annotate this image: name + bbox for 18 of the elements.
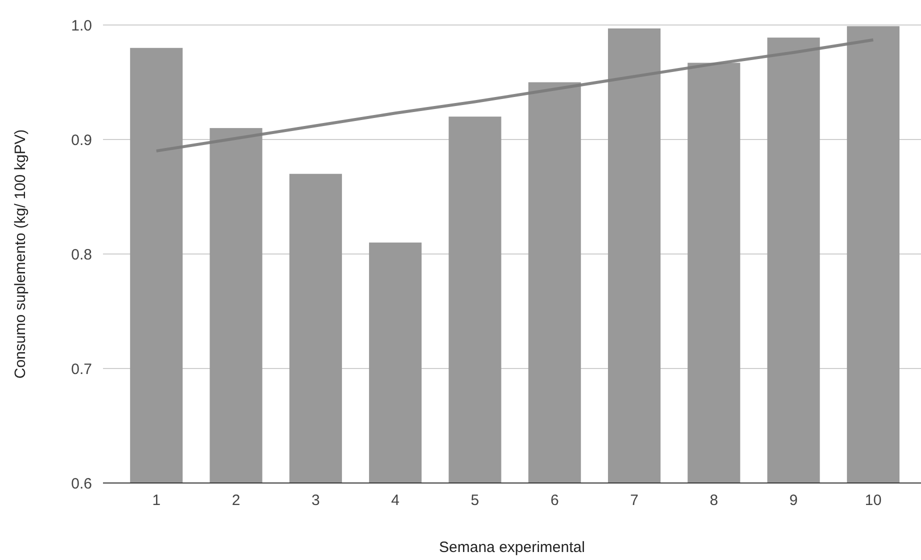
x-tick-label: 2 xyxy=(232,492,240,509)
y-tick-label: 0.8 xyxy=(71,246,92,264)
y-axis-title: Consumo suplemento (kg/ 100 kgPV) xyxy=(12,129,29,379)
x-axis-title: Semana experimental xyxy=(439,539,585,556)
x-tick-label: 10 xyxy=(864,492,882,509)
x-tick-label: 4 xyxy=(391,492,400,509)
line-series xyxy=(154,38,875,152)
y-tick-label: 0.9 xyxy=(71,132,92,149)
x-tick-label: 1 xyxy=(152,492,161,509)
y-tick-label: 0.7 xyxy=(71,360,92,378)
x-tick-label: 8 xyxy=(710,492,718,509)
x-tick-label: 5 xyxy=(470,492,480,509)
x-tick-label: 9 xyxy=(789,492,798,509)
x-tick-label: 7 xyxy=(630,492,638,509)
y-tick-label: 0.6 xyxy=(71,475,92,492)
y-tick-label: 1.0 xyxy=(71,17,92,34)
x-tick-label: 3 xyxy=(311,492,320,509)
x-tick-label: 6 xyxy=(550,492,559,509)
